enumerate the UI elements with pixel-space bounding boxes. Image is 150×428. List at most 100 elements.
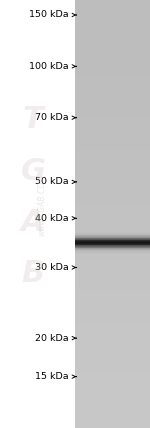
Bar <box>75 95 150 97</box>
Text: 50 kDa: 50 kDa <box>35 177 69 187</box>
Bar <box>75 134 150 136</box>
Bar <box>75 34 150 36</box>
Bar <box>75 418 150 419</box>
Bar <box>75 298 150 300</box>
Bar <box>75 61 150 63</box>
Bar <box>75 300 150 301</box>
Bar <box>75 358 150 360</box>
Bar <box>75 295 150 297</box>
Bar <box>75 264 150 265</box>
Bar <box>75 427 150 428</box>
Bar <box>75 314 150 315</box>
Bar <box>75 261 150 262</box>
Text: 40 kDa: 40 kDa <box>35 214 69 223</box>
Bar <box>75 94 150 95</box>
Bar <box>75 389 150 391</box>
Bar <box>75 71 150 73</box>
Bar <box>75 76 150 77</box>
Bar <box>75 404 150 405</box>
Bar <box>75 200 150 201</box>
Bar <box>75 388 150 389</box>
Bar <box>75 54 150 56</box>
Bar <box>75 307 150 308</box>
Bar <box>75 256 150 257</box>
Bar <box>75 391 150 392</box>
Bar <box>75 279 150 281</box>
Bar <box>75 416 150 418</box>
Bar <box>75 410 150 411</box>
Bar <box>75 392 150 394</box>
Bar <box>75 205 150 207</box>
Bar <box>75 321 150 322</box>
Bar <box>75 402 150 404</box>
Bar <box>75 235 150 237</box>
Bar <box>75 7 150 9</box>
Bar <box>75 33 150 34</box>
Bar <box>75 98 150 100</box>
Bar <box>75 325 150 327</box>
Bar <box>75 213 150 214</box>
Bar <box>75 120 150 121</box>
Bar <box>75 257 150 258</box>
Bar <box>75 17 150 18</box>
Text: 30 kDa: 30 kDa <box>35 263 69 272</box>
Bar <box>75 113 150 114</box>
Bar <box>75 375 150 377</box>
Bar <box>75 153 150 154</box>
Bar <box>75 74 150 76</box>
Bar <box>75 0 150 1</box>
Bar <box>75 110 150 111</box>
Bar <box>75 270 150 271</box>
Bar <box>75 330 150 331</box>
Bar <box>75 60 150 61</box>
Bar <box>75 347 150 348</box>
Bar <box>75 211 150 213</box>
Bar <box>75 218 150 220</box>
Bar <box>75 374 150 375</box>
Bar <box>75 150 150 151</box>
Text: 100 kDa: 100 kDa <box>29 62 69 71</box>
Bar <box>75 155 150 157</box>
Bar <box>75 197 150 198</box>
Bar <box>75 331 150 333</box>
Bar <box>75 399 150 401</box>
Bar <box>75 194 150 196</box>
Bar <box>75 183 150 184</box>
Bar <box>75 208 150 210</box>
Bar <box>75 361 150 363</box>
Bar <box>75 48 150 50</box>
Bar <box>75 204 150 205</box>
Bar <box>75 350 150 351</box>
Bar <box>75 368 150 369</box>
Bar <box>75 268 150 270</box>
Bar <box>75 320 150 321</box>
Bar <box>75 198 150 200</box>
Bar <box>75 103 150 104</box>
Bar <box>75 312 150 314</box>
Bar <box>75 304 150 305</box>
Bar <box>75 232 150 234</box>
Text: 15 kDa: 15 kDa <box>35 372 69 381</box>
Bar <box>75 42 150 43</box>
Bar <box>75 57 150 59</box>
Bar <box>75 377 150 378</box>
Bar <box>75 339 150 341</box>
Bar <box>75 334 150 335</box>
Bar <box>75 78 150 80</box>
Bar <box>75 201 150 202</box>
Bar <box>75 36 150 37</box>
Bar <box>75 244 150 245</box>
Bar <box>75 414 150 415</box>
Bar <box>75 262 150 264</box>
Bar <box>75 26 150 27</box>
Bar <box>75 322 150 324</box>
Bar <box>75 317 150 318</box>
Bar <box>75 93 150 94</box>
Bar <box>75 63 150 64</box>
Bar <box>75 315 150 317</box>
Bar <box>75 149 150 150</box>
Bar <box>75 237 150 238</box>
Bar <box>75 381 150 382</box>
Bar <box>75 170 150 171</box>
Bar <box>75 363 150 364</box>
